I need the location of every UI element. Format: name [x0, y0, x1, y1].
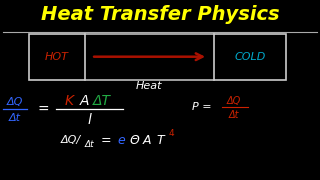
Bar — [29, 34, 85, 80]
Text: ΔT: ΔT — [93, 94, 111, 108]
Text: HOT: HOT — [45, 52, 69, 62]
Text: ΔQ/: ΔQ/ — [60, 134, 80, 145]
Text: Θ: Θ — [130, 134, 139, 147]
Text: ΔQ: ΔQ — [6, 97, 23, 107]
Text: Δt: Δt — [85, 140, 94, 149]
Bar — [214, 34, 286, 80]
Text: ΔQ: ΔQ — [227, 96, 241, 106]
Text: Heat Transfer Physics: Heat Transfer Physics — [41, 5, 279, 24]
Text: A: A — [143, 134, 151, 147]
Text: T: T — [156, 134, 164, 147]
Text: l: l — [88, 113, 92, 127]
Text: A: A — [80, 94, 90, 108]
Text: e: e — [118, 134, 125, 147]
Text: =: = — [37, 103, 49, 117]
Text: =: = — [100, 134, 111, 147]
Text: COLD: COLD — [235, 52, 266, 62]
Text: Δt: Δt — [8, 113, 20, 123]
Text: K: K — [64, 94, 73, 108]
Text: Heat: Heat — [136, 81, 162, 91]
Text: Δt: Δt — [228, 110, 239, 120]
Text: P =: P = — [192, 102, 212, 112]
Text: 4: 4 — [168, 129, 174, 138]
